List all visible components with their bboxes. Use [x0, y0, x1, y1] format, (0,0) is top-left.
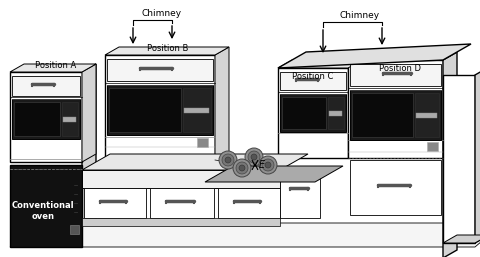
Polygon shape	[105, 47, 229, 55]
Text: Chimney: Chimney	[142, 9, 182, 18]
Polygon shape	[215, 47, 229, 160]
Bar	[278, 68, 348, 158]
Text: Position B: Position B	[147, 44, 189, 53]
Circle shape	[248, 151, 260, 163]
Text: Position D: Position D	[379, 64, 421, 73]
Bar	[443, 75, 475, 243]
Polygon shape	[82, 154, 308, 170]
Text: Chimney: Chimney	[340, 11, 380, 20]
Text: Position A: Position A	[36, 61, 77, 70]
Bar	[63, 117, 76, 122]
Bar	[282, 97, 326, 129]
Bar	[82, 170, 280, 188]
Circle shape	[262, 159, 274, 171]
Bar	[82, 218, 280, 226]
Bar	[183, 88, 211, 132]
Bar	[427, 142, 438, 151]
Bar	[109, 88, 181, 132]
Circle shape	[236, 162, 248, 174]
Bar	[352, 93, 413, 137]
Bar	[14, 102, 60, 136]
Polygon shape	[475, 67, 480, 243]
Bar	[105, 55, 215, 160]
Polygon shape	[443, 235, 480, 243]
Polygon shape	[82, 64, 96, 162]
Polygon shape	[443, 52, 457, 257]
Text: —: —	[74, 183, 78, 187]
Bar	[350, 90, 441, 140]
Circle shape	[245, 148, 263, 166]
Circle shape	[265, 162, 271, 168]
Text: Position C: Position C	[292, 72, 334, 81]
Bar	[10, 165, 82, 247]
Polygon shape	[10, 64, 96, 72]
Bar	[328, 97, 344, 129]
Bar	[184, 108, 209, 113]
Bar	[84, 188, 146, 218]
Circle shape	[259, 156, 277, 174]
Bar	[107, 85, 213, 135]
Bar	[70, 225, 79, 234]
Polygon shape	[348, 52, 457, 60]
Polygon shape	[10, 223, 480, 247]
Bar	[197, 138, 208, 147]
Bar	[280, 94, 346, 132]
Circle shape	[222, 154, 234, 166]
Circle shape	[219, 151, 237, 169]
Circle shape	[225, 157, 231, 163]
Bar	[218, 188, 280, 218]
Text: —: —	[74, 210, 78, 214]
Bar	[329, 111, 342, 116]
Bar	[150, 188, 214, 218]
Bar	[62, 102, 78, 136]
Text: Conventional
oven: Conventional oven	[12, 201, 74, 221]
Bar	[415, 93, 439, 137]
Circle shape	[233, 159, 251, 177]
Polygon shape	[278, 44, 471, 68]
Text: —: —	[74, 201, 78, 205]
Text: E: E	[259, 160, 265, 170]
Polygon shape	[82, 64, 96, 247]
Circle shape	[239, 165, 245, 171]
Bar	[107, 59, 213, 81]
Bar	[348, 60, 443, 158]
Bar	[416, 113, 437, 118]
Bar	[10, 72, 82, 162]
Circle shape	[251, 154, 257, 160]
Bar	[12, 99, 80, 139]
Bar	[280, 174, 320, 218]
Bar	[12, 76, 80, 96]
Polygon shape	[278, 60, 362, 68]
Bar	[280, 72, 346, 90]
Polygon shape	[205, 166, 343, 182]
Bar	[350, 160, 441, 215]
Bar	[350, 64, 441, 86]
Text: —: —	[74, 192, 78, 196]
